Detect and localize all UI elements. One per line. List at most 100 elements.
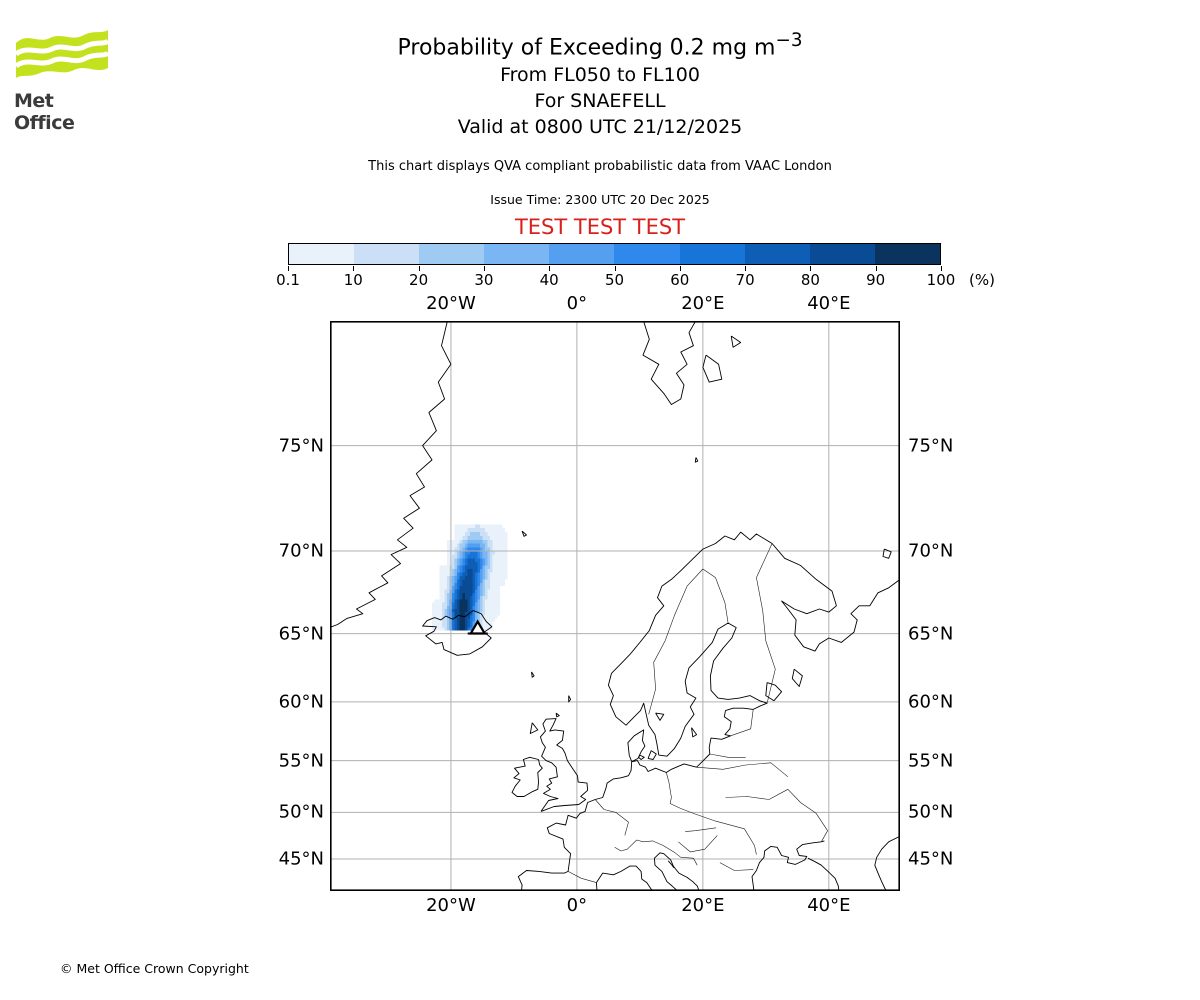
plume-cell xyxy=(505,568,508,573)
plume-cell xyxy=(495,592,498,597)
plume-cell xyxy=(459,524,463,529)
plume-cell xyxy=(502,535,506,540)
axis-tick-label: 70°N xyxy=(278,540,324,562)
plume-cell xyxy=(472,615,475,619)
plume-cell xyxy=(492,605,496,609)
plume-cell xyxy=(462,561,465,566)
plume-cell xyxy=(464,528,468,533)
plume-cell xyxy=(467,627,470,631)
plume-cell xyxy=(482,596,485,600)
plume-cell xyxy=(469,599,473,603)
plume-cell xyxy=(495,612,498,616)
country-border xyxy=(725,789,789,800)
country-border xyxy=(663,845,698,866)
coastline xyxy=(647,750,657,760)
plume-cell xyxy=(477,539,480,544)
country-border xyxy=(730,709,754,737)
plume-cell xyxy=(477,608,480,613)
plume-cell xyxy=(459,558,463,562)
plume-cell xyxy=(500,543,503,548)
plume-cell xyxy=(464,550,468,555)
plume-cell xyxy=(437,615,440,619)
plume-cell xyxy=(464,612,468,616)
plume-cell xyxy=(484,550,488,555)
plume-cell xyxy=(502,575,506,580)
plume-cell xyxy=(482,602,485,606)
plume-cell xyxy=(467,589,470,593)
plume-cell xyxy=(492,543,496,548)
plume-cell xyxy=(500,582,503,587)
plume-cell xyxy=(447,624,450,628)
plume-cell xyxy=(464,579,468,583)
plume-cell xyxy=(479,535,483,540)
axis-tick-label: 45°N xyxy=(278,848,324,870)
plume-cell xyxy=(459,543,463,548)
plume-cell xyxy=(495,579,498,583)
plume-cell xyxy=(502,561,506,566)
plume-cell xyxy=(454,589,458,593)
plume-cell xyxy=(489,568,493,573)
plume-cell xyxy=(497,565,501,569)
plume-cell xyxy=(477,535,480,540)
plume-cell xyxy=(469,596,473,600)
plume-cell xyxy=(434,615,438,619)
plume-cell xyxy=(469,605,473,609)
plume-cell xyxy=(447,572,450,576)
plume-cell xyxy=(457,561,460,566)
plume-cell xyxy=(459,575,463,580)
country-border xyxy=(702,568,729,624)
plume-cell xyxy=(467,524,470,529)
plume-cell xyxy=(472,524,475,529)
plume-cell xyxy=(454,602,458,606)
plume-cell xyxy=(502,547,506,551)
plume-cell xyxy=(484,528,488,533)
plume-cell xyxy=(444,592,448,597)
plume-cell xyxy=(469,589,473,593)
plume-cell xyxy=(444,599,448,603)
plume-cell xyxy=(492,558,496,562)
plume-cell xyxy=(502,528,506,533)
colorbar-tick xyxy=(941,266,942,271)
plume-cell xyxy=(444,624,448,628)
plume-cell xyxy=(439,589,443,593)
plume-cell xyxy=(459,615,463,619)
plume-cell xyxy=(442,586,445,590)
plume-cell xyxy=(495,589,498,593)
plume-cell xyxy=(492,582,496,587)
plume-cell xyxy=(472,586,475,590)
plume-cell xyxy=(492,599,496,603)
plume-cell xyxy=(469,579,473,583)
plume-cell xyxy=(467,532,470,536)
plume-cell xyxy=(482,543,485,548)
plume-cell xyxy=(457,621,460,625)
plume-cell xyxy=(477,532,480,536)
colorbar-tick-label: 40 xyxy=(539,271,559,289)
plume-cell xyxy=(452,558,455,562)
plume-cell xyxy=(472,561,475,566)
plume-cell xyxy=(474,565,478,569)
plume-cell xyxy=(500,565,503,569)
plume-cell xyxy=(479,568,483,573)
plume-cell xyxy=(479,572,483,576)
plume-cell xyxy=(484,596,488,600)
plume-cell xyxy=(469,547,473,551)
axis-tick-label: 75°N xyxy=(278,435,324,457)
plume-cell xyxy=(487,561,490,566)
plume-cell xyxy=(459,582,463,587)
plume-cell xyxy=(484,561,488,566)
colorbar-tick xyxy=(875,266,877,271)
plume-cell xyxy=(459,535,463,540)
plume-cell xyxy=(500,561,503,566)
plume-cell xyxy=(489,539,493,544)
axis-tick-label: 40°E xyxy=(807,895,851,916)
plume-cell xyxy=(447,582,450,587)
plume-cell xyxy=(454,524,458,529)
plume-cell xyxy=(454,550,458,555)
plume-cell xyxy=(479,561,483,566)
plume-cell xyxy=(447,592,450,597)
plume-cell xyxy=(489,615,493,619)
coastline xyxy=(791,668,803,687)
plume-cell xyxy=(474,615,478,619)
plume-cell xyxy=(495,599,498,603)
plume-cell xyxy=(472,539,475,544)
